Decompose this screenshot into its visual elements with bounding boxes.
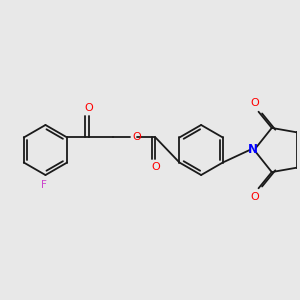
Text: O: O <box>151 162 160 172</box>
Text: O: O <box>250 192 260 202</box>
Text: O: O <box>133 133 142 142</box>
Text: O: O <box>85 103 94 113</box>
Text: N: N <box>248 143 258 157</box>
Text: F: F <box>41 180 47 190</box>
Text: O: O <box>250 98 260 108</box>
